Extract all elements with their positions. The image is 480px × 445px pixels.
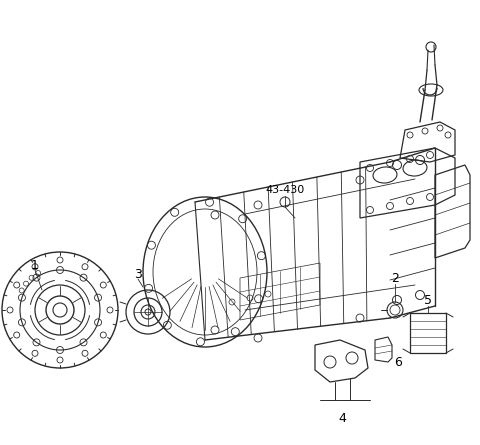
Bar (410, 313, 446, 353)
Text: 6: 6 (394, 356, 402, 368)
Text: 4: 4 (338, 412, 346, 425)
Text: 1: 1 (31, 259, 39, 271)
Text: 5: 5 (424, 294, 432, 307)
Text: 2: 2 (391, 271, 399, 284)
Text: 3: 3 (134, 267, 142, 280)
Text: 43-430: 43-430 (265, 185, 305, 195)
